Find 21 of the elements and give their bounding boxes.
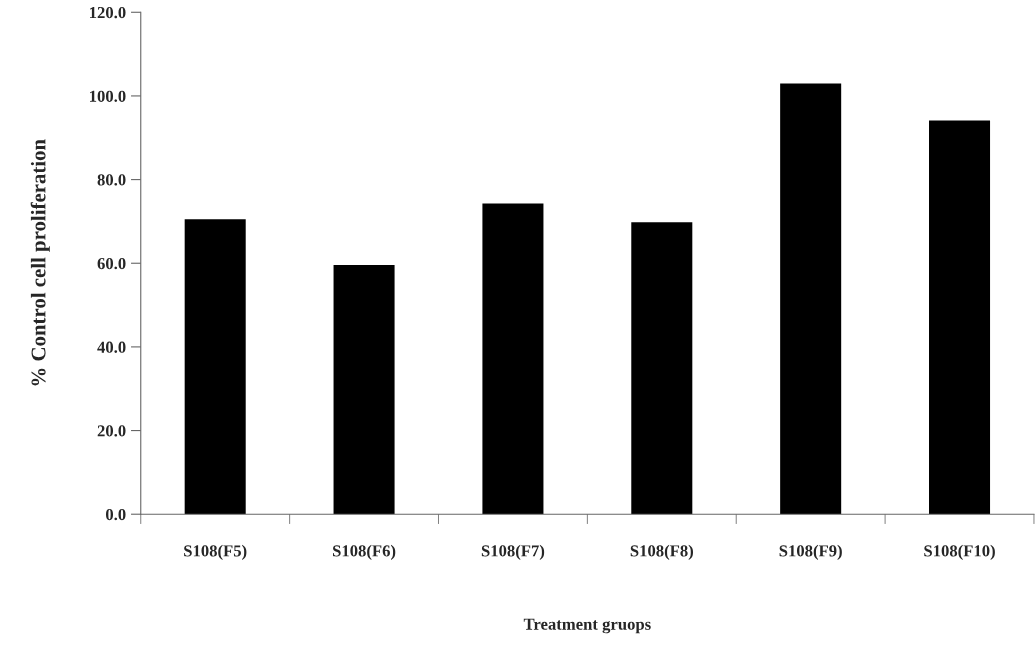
y-axis-title: % Control cell proliferation [30,139,50,386]
y-tick-label: 40.0 [97,341,126,353]
x-tick-label: S108(F8) [630,544,694,560]
y-tick-label: 0.0 [105,508,126,521]
y-tick-label: 20.0 [97,425,126,437]
bar [184,219,246,515]
x-tick-label: S108(F9) [779,544,842,560]
y-tick-label: 100.0 [90,90,126,102]
bar [929,120,991,515]
y-tick-label: 80.0 [97,174,126,186]
x-tick-label: S108(F10) [924,544,995,560]
x-axis-title: Treatment gruops [523,618,651,634]
x-tick-label: S108(F7) [481,544,545,560]
bar [780,83,842,515]
y-tick-label: 60.0 [97,257,126,270]
bar [631,222,693,515]
x-tick-label: S108(F6) [333,544,396,560]
bar [333,264,395,515]
bar [482,203,544,515]
y-tick-label: 120.0 [90,6,126,19]
x-tick-label: S108(F5) [184,544,247,560]
